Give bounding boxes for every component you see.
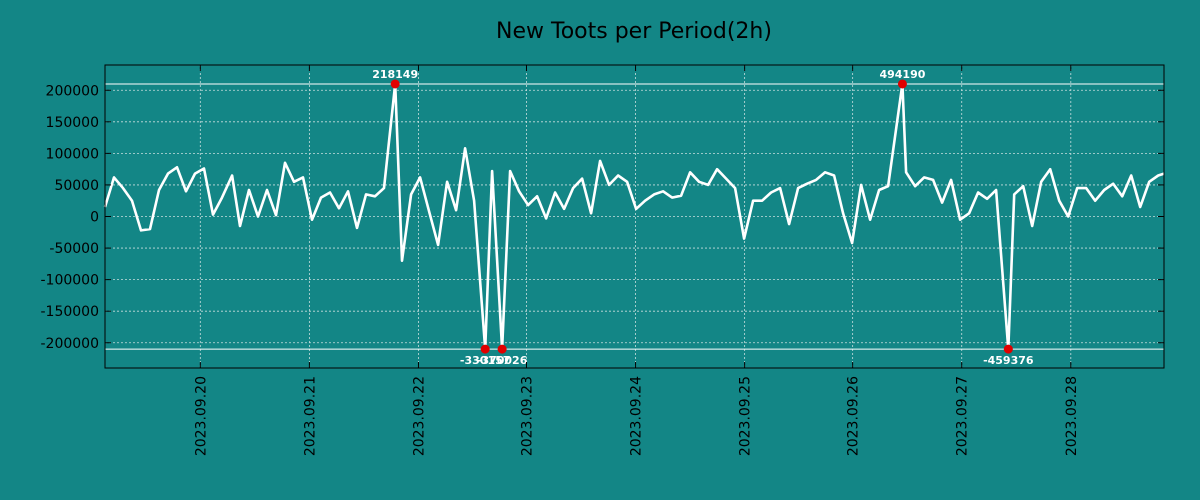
spike-marker (497, 344, 507, 354)
axes-frame (104, 64, 1165, 369)
x-tick-label: 2023.09.27 (955, 376, 971, 456)
clip-lines (105, 83, 1164, 350)
x-tick-label: 2023.09.22 (411, 376, 427, 456)
x-tick-label: 2023.09.20 (193, 376, 209, 456)
x-tick-label: 2023.09.25 (738, 376, 754, 456)
axes: 200000 150000 100000 50000 0 -50000 -100000 -15… (41, 64, 1165, 456)
y-tick-label: 50000 (54, 178, 99, 194)
x-tick-label: 2023.09.24 (629, 376, 645, 456)
spike-annotation: -330157 (460, 354, 511, 367)
spike-annotation: -459376 (983, 354, 1034, 367)
series-line (103, 82, 1165, 351)
y-tick-label: 0 (90, 210, 99, 226)
x-tick-label: 2023.09.26 (846, 376, 862, 456)
spike-annotations: 218149 -330157-370026 494190 -459376 (372, 68, 1034, 367)
spike-marker (897, 79, 907, 89)
x-tick-label: 2023.09.23 (519, 376, 535, 456)
spike-marker (390, 79, 400, 89)
y-tick-label: -100000 (41, 273, 100, 289)
spike-annotation: -370026 (477, 354, 528, 367)
y-tick-label: 150000 (46, 115, 99, 131)
y-tick-label: 100000 (46, 146, 99, 162)
y-tick-label: 200000 (46, 83, 99, 99)
y-tick-label: -200000 (41, 336, 100, 352)
spike-annotation: 218149 (372, 68, 418, 81)
y-tick-label: -50000 (49, 241, 99, 257)
spike-marker (1003, 344, 1013, 354)
spike-markers (390, 79, 1013, 354)
spike-marker (480, 344, 490, 354)
series-layer (103, 82, 1165, 351)
x-tick-label: 2023.09.28 (1064, 376, 1080, 456)
spike-annotation: 494190 (879, 68, 925, 81)
x-tick-label: 2023.09.21 (302, 376, 318, 456)
chart-title: New Toots per Period(2h) (496, 19, 772, 44)
y-tick-label: -150000 (41, 304, 100, 320)
